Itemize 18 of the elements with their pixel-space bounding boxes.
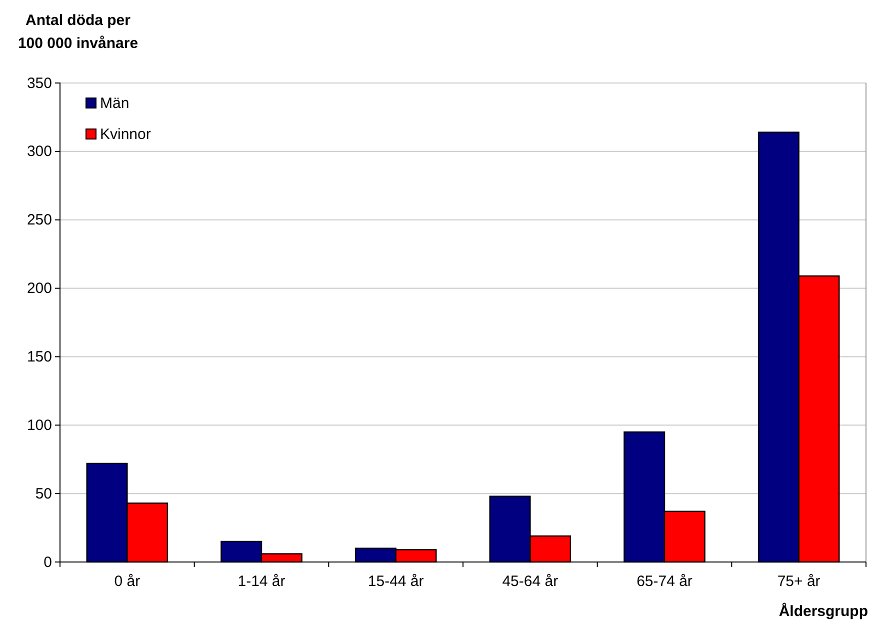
x-tick-label: 0 år [114,573,140,590]
legend-label: Män [100,95,130,112]
y-tick-label: 0 [44,554,52,571]
x-tick-label: 75+ år [777,573,820,590]
y-tick-label: 350 [26,74,52,92]
y-tick-label: 100 [26,416,52,434]
x-axis-title: Åldersgrupp [778,602,868,620]
x-tick-label: 1-14 år [238,573,286,590]
x-tick-label: 15-44 år [368,573,424,590]
y-tick-label: 50 [35,485,52,502]
y-tick-label: 150 [26,348,52,366]
y-tick-label: 250 [26,212,52,229]
x-tick-label: 65-74 år [636,573,692,590]
y-tick-label: 300 [26,143,52,160]
legend-label: Kvinnor [100,126,151,143]
y-tick-label: 200 [26,280,52,298]
x-tick-label: 45-64 år [502,573,558,590]
y-axis-title: Antal döda per 100 000 invånare [18,12,138,52]
